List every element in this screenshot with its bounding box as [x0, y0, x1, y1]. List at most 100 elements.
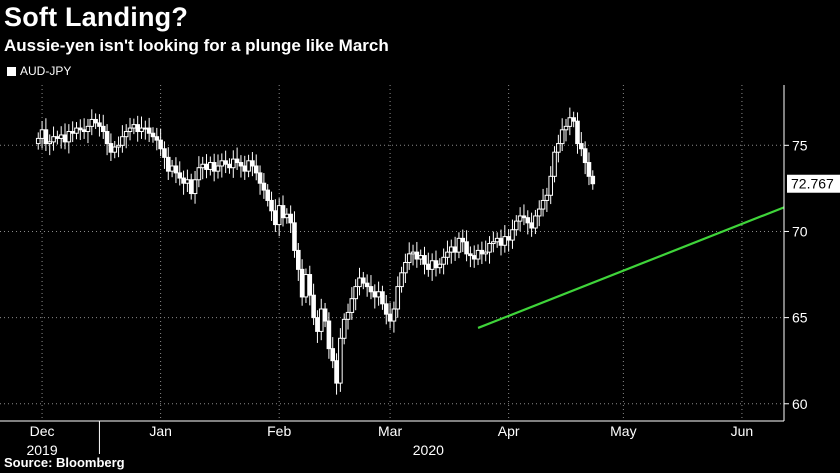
- candle: [196, 156, 202, 188]
- candle: [127, 117, 133, 141]
- legend-swatch: [7, 66, 16, 76]
- candle: [338, 328, 343, 392]
- candle: [426, 252, 431, 277]
- candle-body: [540, 199, 546, 210]
- candle: [261, 173, 267, 199]
- candle: [395, 276, 401, 318]
- candle: [410, 244, 416, 266]
- candle: [150, 127, 156, 143]
- candle: [494, 232, 500, 248]
- candle: [211, 153, 217, 182]
- candle-body: [353, 286, 358, 300]
- candle: [448, 239, 454, 264]
- candle-body: [269, 199, 274, 212]
- candle-body: [349, 298, 355, 313]
- candle-body: [429, 260, 435, 270]
- candle-body: [165, 156, 171, 172]
- candle-body: [112, 146, 118, 153]
- candle: [250, 152, 255, 177]
- candle-body: [399, 272, 404, 288]
- candle: [513, 215, 519, 236]
- candle-body: [66, 131, 72, 143]
- y-tick-label-60: 60: [792, 396, 808, 412]
- candle: [349, 287, 355, 320]
- candle: [51, 126, 56, 151]
- x-tick-label-feb: Feb: [267, 423, 291, 439]
- candle: [185, 169, 190, 193]
- candle-body: [361, 277, 366, 284]
- candle-body: [242, 165, 248, 172]
- candle-body: [391, 308, 397, 322]
- candle: [143, 120, 148, 140]
- candle-body: [74, 127, 79, 134]
- candle-body: [510, 229, 515, 241]
- candle-body: [215, 165, 221, 172]
- candle-body: [345, 311, 351, 320]
- candle: [544, 187, 550, 212]
- candle-body: [55, 136, 60, 139]
- candle: [108, 133, 114, 161]
- candle: [441, 248, 446, 275]
- candle-body: [162, 148, 167, 158]
- candle-body: [556, 143, 561, 153]
- candle: [35, 132, 41, 150]
- candle: [391, 301, 397, 333]
- candle: [460, 229, 466, 252]
- candle: [575, 112, 580, 154]
- candle: [353, 279, 358, 311]
- candle-body: [288, 213, 293, 224]
- candle-body: [536, 208, 542, 217]
- candle-body: [47, 141, 53, 145]
- candle-body: [414, 251, 420, 260]
- candle-body: [97, 122, 102, 127]
- candle: [506, 229, 511, 252]
- candle: [55, 130, 60, 145]
- x-year-label-2020: 2020: [413, 442, 444, 458]
- candle-body: [437, 263, 443, 269]
- candle-body: [468, 253, 473, 257]
- candle: [590, 170, 596, 190]
- candle: [567, 107, 573, 136]
- candle: [452, 236, 458, 261]
- candle: [288, 205, 293, 234]
- support-trendline: [477, 206, 785, 329]
- candle-body: [296, 249, 301, 270]
- candle-body: [204, 163, 209, 170]
- candle: [368, 275, 374, 300]
- chart-title: Soft Landing?: [4, 2, 189, 32]
- candle: [429, 253, 435, 281]
- candle: [188, 173, 194, 200]
- candle: [445, 240, 450, 265]
- candle-body: [372, 291, 378, 298]
- candle-body: [491, 241, 496, 245]
- candle: [399, 266, 404, 293]
- candle: [131, 118, 137, 135]
- candle: [299, 259, 305, 306]
- candle: [361, 271, 366, 290]
- candle: [47, 134, 53, 156]
- candle-body: [586, 162, 592, 177]
- candle: [100, 114, 106, 139]
- candle: [326, 312, 332, 359]
- candle-body: [579, 143, 584, 150]
- candle: [491, 231, 496, 253]
- candle: [284, 208, 290, 224]
- candle-body: [517, 215, 523, 222]
- candle-body: [452, 246, 458, 253]
- candle: [357, 267, 362, 296]
- y-tick-label-70: 70: [792, 223, 808, 239]
- candle-body: [230, 158, 236, 169]
- candle-body: [448, 246, 454, 253]
- candle-body: [376, 291, 381, 298]
- candle: [582, 141, 588, 175]
- candle-body: [219, 160, 225, 167]
- candle: [307, 265, 313, 306]
- candle-body: [131, 124, 137, 129]
- candle-body: [582, 148, 588, 164]
- last-value-box: [787, 174, 840, 193]
- candle-body: [177, 172, 183, 179]
- candle-body: [387, 313, 393, 322]
- candle-body: [433, 260, 439, 269]
- candle-body: [250, 160, 255, 167]
- candle: [556, 134, 561, 163]
